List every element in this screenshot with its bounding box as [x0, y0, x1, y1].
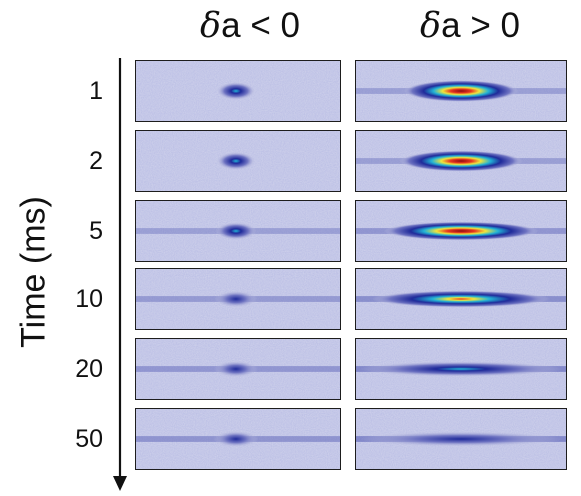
cloud-image-panel-right: [355, 338, 567, 400]
atom-cloud: [216, 151, 256, 171]
cloud-image-panel-right: [355, 130, 567, 192]
atom-cloud: [359, 361, 563, 377]
cloud-image-panel-left: [135, 338, 341, 400]
absorption-image: [136, 131, 340, 191]
atom-cloud: [383, 221, 539, 241]
absorption-image: [356, 409, 566, 469]
absorption-image: [136, 409, 340, 469]
atom-cloud: [403, 80, 519, 102]
absorption-image: [136, 269, 340, 329]
time-tick-label: 1: [89, 77, 103, 105]
column-title-positive: δa > 0: [420, 6, 520, 46]
absorption-image: [356, 131, 566, 191]
time-tick-label: 10: [75, 285, 103, 313]
time-tick-label: 50: [75, 425, 103, 453]
column-title-negative: δa < 0: [200, 6, 300, 46]
absorption-image: [356, 339, 566, 399]
cloud-image-panel-right: [355, 408, 567, 470]
atom-cloud: [371, 290, 551, 308]
atom-cloud: [213, 360, 258, 378]
time-tick-label: 20: [75, 355, 103, 383]
atom-cloud: [359, 431, 563, 447]
atom-cloud: [216, 81, 256, 101]
cloud-image-panel-left: [135, 130, 341, 192]
absorption-image: [356, 201, 566, 261]
time-tick-label: 5: [89, 217, 103, 245]
cloud-image-panel-left: [135, 200, 341, 262]
cloud-image-panel-right: [355, 200, 567, 262]
cloud-image-panel-right: [355, 268, 567, 330]
cloud-image-panel-left: [135, 408, 341, 470]
time-axis-arrow: [113, 58, 127, 491]
absorption-image: [136, 61, 340, 121]
cloud-image-panel-right: [355, 60, 567, 122]
cloud-image-panel-left: [135, 60, 341, 122]
time-tick-label: 2: [89, 147, 103, 175]
absorption-image: [136, 339, 340, 399]
cloud-image-panel-left: [135, 268, 341, 330]
atom-cloud: [215, 222, 257, 240]
atom-cloud: [213, 430, 259, 448]
absorption-image: [356, 61, 566, 121]
absorption-image: [356, 269, 566, 329]
atom-cloud: [399, 150, 523, 172]
absorption-image: [136, 201, 340, 261]
atom-cloud: [214, 290, 258, 308]
